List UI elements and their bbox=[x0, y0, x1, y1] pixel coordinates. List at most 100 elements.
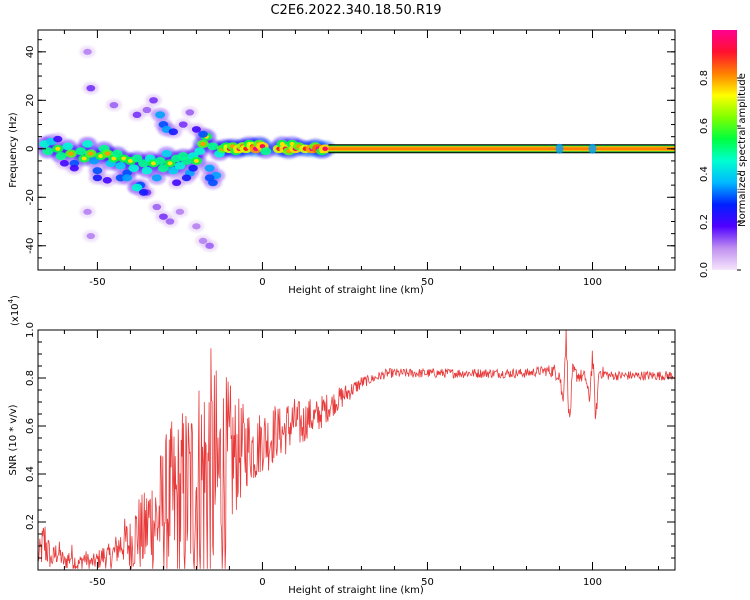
heatmap-cell bbox=[168, 128, 179, 136]
heatmap-core bbox=[88, 151, 94, 156]
spectrogram-xtick-label: 50 bbox=[421, 277, 434, 288]
heatmap-core bbox=[193, 158, 199, 163]
heatmap-cell bbox=[92, 174, 103, 182]
heatmap-cell bbox=[181, 157, 192, 165]
heatmap-cell bbox=[75, 147, 87, 156]
heatmap-cell bbox=[149, 97, 158, 104]
spectrogram-ytick-label: -40 bbox=[25, 238, 36, 254]
heatmap-cell bbox=[181, 174, 192, 182]
heatmap-cell bbox=[204, 164, 215, 172]
snr-ytick-label: 0.4 bbox=[25, 466, 36, 482]
colorbar-tick-label: 0.4 bbox=[699, 166, 710, 182]
heatmap-core bbox=[104, 151, 110, 156]
spectrogram-ticks: -50 0 50 100 40 20 0 -20 -40 bbox=[25, 30, 675, 288]
snr-xtick-label: 50 bbox=[421, 577, 434, 588]
heatmap-cell bbox=[168, 166, 179, 175]
snr-unit: (x104) bbox=[7, 295, 21, 326]
heatmap-cell bbox=[128, 164, 140, 172]
heatmap-cells bbox=[38, 45, 675, 252]
heatmap-core bbox=[121, 156, 127, 161]
spectrogram-panel: -50 0 50 100 40 20 0 -20 -40 Height of straight … bbox=[8, 29, 676, 296]
heatmap-cell bbox=[131, 183, 143, 192]
figure-title: C2E6.2022.340.18.50.R19 bbox=[270, 3, 441, 18]
heatmap-cell bbox=[82, 140, 93, 148]
spectrogram-ytick-label: 40 bbox=[25, 45, 36, 58]
spectrogram-xtick-label: 100 bbox=[583, 277, 602, 288]
heatmap-cell bbox=[92, 167, 103, 175]
heatmap-cell bbox=[165, 218, 175, 225]
heatmap-cell bbox=[55, 152, 67, 160]
heatmap-cell bbox=[194, 147, 206, 156]
spectrogram-xlabel: Height of straight line (km) bbox=[288, 285, 424, 296]
heatmap-cell bbox=[69, 164, 79, 172]
snr-ytick-label: 1.0 bbox=[25, 322, 36, 338]
colorbar-tick-label: 0.0 bbox=[699, 262, 710, 278]
spectrogram-ylabel: Frequency (Hz) bbox=[8, 112, 19, 188]
heatmap-cell bbox=[192, 223, 201, 230]
heatmap-cell bbox=[132, 111, 142, 119]
heatmap-band-core bbox=[328, 147, 675, 151]
snr-unit-base: (x10 bbox=[10, 303, 21, 326]
snr-unit-exp: 4 bbox=[7, 298, 15, 303]
heatmap-cell bbox=[83, 208, 92, 215]
heatmap-spot bbox=[555, 143, 564, 154]
snr-ylabel: SNR (10 * v/v) bbox=[8, 404, 19, 475]
heatmap-cell bbox=[122, 174, 133, 182]
colorbar-tick-label: 0.6 bbox=[699, 118, 710, 134]
heatmap-cell bbox=[188, 164, 198, 172]
snr-ticks: -50 0 50 100 0.2 0.4 0.6 0.8 1.0 bbox=[25, 322, 675, 588]
heatmap-cell bbox=[161, 149, 172, 158]
spectrogram-frame bbox=[37, 29, 676, 271]
heatmap-core bbox=[127, 158, 133, 163]
spectrogram-ytick-label: -20 bbox=[25, 189, 36, 205]
svg-text:(x104): (x104) bbox=[7, 295, 21, 326]
heatmap-cell bbox=[207, 142, 219, 151]
snr-ytick-label: 0.6 bbox=[25, 418, 36, 434]
spectrogram-ytick-label: 20 bbox=[25, 94, 36, 107]
heatmap-cell bbox=[260, 147, 272, 156]
snr-frame bbox=[37, 329, 676, 571]
heatmap-cell bbox=[191, 126, 201, 133]
heatmap-cell bbox=[208, 179, 218, 187]
heatmap-cell bbox=[109, 102, 119, 109]
heatmap-cell bbox=[159, 213, 168, 220]
heatmap-cell bbox=[151, 174, 162, 182]
heatmap-cell bbox=[131, 154, 143, 163]
heatmap-cell bbox=[138, 189, 149, 196]
heatmap-cell bbox=[102, 176, 112, 184]
colorbar-ticks: 0.0 0.2 0.4 0.6 0.8 bbox=[699, 70, 741, 278]
heatmap-core bbox=[55, 146, 61, 151]
heatmap-cell bbox=[178, 121, 188, 128]
spectrogram-xtick-label: -50 bbox=[89, 277, 105, 288]
heatmap-cell bbox=[155, 111, 166, 119]
heatmap-cell bbox=[205, 242, 214, 249]
colorbar-label: Normalized spectral amplitude bbox=[737, 73, 748, 227]
heatmap-core bbox=[322, 146, 328, 151]
spectrogram-xtick-label: 0 bbox=[259, 277, 265, 288]
heatmap-cell bbox=[141, 166, 153, 175]
snr-unit-close: ) bbox=[10, 295, 21, 299]
heatmap-cell bbox=[152, 203, 162, 211]
colorbar-gradient bbox=[712, 30, 737, 270]
snr-series-line bbox=[38, 330, 675, 569]
heatmap-core bbox=[200, 141, 206, 146]
heatmap-cell bbox=[115, 162, 126, 170]
heatmap-spot bbox=[588, 143, 597, 154]
heatmap-cell bbox=[59, 160, 69, 167]
heatmap-cell bbox=[185, 109, 195, 116]
snr-xtick-label: 0 bbox=[259, 577, 265, 588]
heatmap-cell bbox=[198, 237, 208, 245]
heatmap-cell bbox=[154, 157, 166, 165]
heatmap-core bbox=[167, 161, 173, 166]
snr-ytick-label: 0.2 bbox=[25, 514, 36, 530]
snr-ytick-label: 0.8 bbox=[25, 370, 36, 386]
colorbar: 0.0 0.2 0.4 0.6 0.8 Normalized spectral ampl… bbox=[699, 30, 748, 278]
heatmap-cell bbox=[172, 179, 182, 187]
snr-xlabel: Height of straight line (km) bbox=[288, 585, 424, 596]
colorbar-tick-label: 0.8 bbox=[699, 70, 710, 86]
heatmap-cell bbox=[138, 159, 150, 168]
heatmap-core bbox=[111, 156, 117, 161]
snr-panel: -50 0 50 100 0.2 0.4 0.6 0.8 1.0 Height of strai… bbox=[7, 295, 676, 596]
heatmap-cell bbox=[175, 208, 185, 215]
heatmap-cell bbox=[198, 130, 208, 138]
